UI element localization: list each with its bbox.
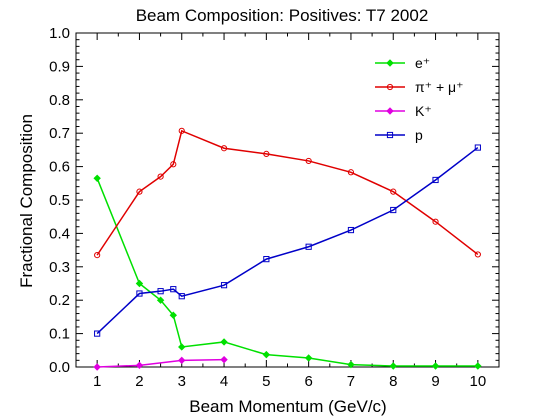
series-line	[96, 146, 479, 335]
data-point	[178, 127, 185, 134]
data-point	[474, 144, 481, 151]
data-point	[136, 290, 143, 297]
y-tick-label: 1.0	[49, 25, 70, 42]
x-tick-label: 9	[431, 373, 439, 390]
data-point	[93, 174, 101, 182]
legend-label: e⁺	[415, 55, 430, 71]
data-point	[170, 286, 177, 293]
data-point	[347, 360, 355, 369]
data-point	[304, 354, 313, 362]
series-group-2	[93, 355, 228, 371]
data-point	[94, 330, 101, 337]
data-point	[347, 169, 355, 176]
data-point	[305, 243, 312, 250]
data-point	[135, 361, 144, 370]
y-tick-label: 0.5	[49, 192, 70, 209]
series-group-0	[93, 174, 482, 370]
series-line	[97, 358, 225, 368]
series-line	[96, 129, 479, 256]
y-tick-label: 0.2	[49, 292, 70, 309]
data-point	[263, 256, 270, 263]
data-point	[432, 176, 439, 184]
y-tick-label: 0.9	[49, 58, 70, 75]
data-point	[347, 226, 355, 234]
x-tick-label: 6	[304, 373, 312, 390]
y-tick-label: 0.4	[49, 225, 70, 242]
x-axis-label: Beam Momentum (GeV/c)	[189, 397, 386, 416]
data-point	[474, 362, 482, 370]
data-point	[220, 338, 228, 346]
plot-area: 1 2 3 4 5 6 7 8 9 10 0.0 0.1 0.2 0.3 0.4 0.5 0.6 0.7 0.8 0.…	[49, 25, 500, 390]
data-point	[305, 157, 312, 165]
data-point	[432, 218, 439, 225]
y-tick-label: 0.3	[49, 259, 70, 276]
x-tick-label: 8	[389, 373, 397, 390]
data-point	[157, 288, 164, 295]
data-point	[263, 150, 270, 158]
data-point	[389, 362, 397, 370]
data-point	[390, 206, 397, 214]
data-point	[156, 296, 165, 304]
data-point	[220, 355, 228, 364]
data-point	[220, 282, 228, 289]
data-point	[135, 279, 144, 288]
series-line	[96, 178, 478, 367]
y-tick-label: 0.1	[49, 326, 70, 343]
x-tick-label: 1	[93, 373, 101, 390]
legend-label: p	[415, 127, 423, 143]
series-group-3	[94, 144, 481, 337]
data-point	[94, 252, 101, 259]
x-tick-label: 7	[347, 373, 355, 390]
data-point	[390, 188, 397, 195]
y-tick-label: 0.8	[49, 92, 70, 109]
data-point	[431, 362, 440, 370]
data-point	[157, 173, 164, 180]
chart-title: Beam Composition: Positives: T7 2002	[136, 6, 429, 25]
x-tick-label: 5	[262, 373, 270, 390]
data-point	[169, 311, 177, 319]
data-point	[93, 363, 101, 371]
legend: e⁺ π⁺ + μ⁺ K⁺ p	[375, 55, 463, 143]
data-point	[474, 251, 481, 258]
data-point	[178, 343, 186, 351]
legend-marker	[386, 131, 394, 139]
data-point	[170, 161, 177, 168]
y-tick-label: 0.0	[49, 359, 70, 376]
x-tick-label: 4	[220, 373, 228, 390]
series-group-1	[94, 127, 481, 259]
legend-marker	[386, 83, 394, 91]
y-tick-label: 0.6	[49, 159, 70, 176]
y-tick-label: 0.7	[49, 125, 70, 142]
x-tick-label: 10	[470, 373, 487, 390]
legend-marker	[386, 107, 394, 115]
x-tick-label: 3	[178, 373, 186, 390]
legend-marker	[386, 59, 394, 67]
legend-label: K⁺	[415, 103, 432, 119]
x-tick-label: 2	[135, 373, 143, 390]
data-point	[136, 188, 143, 195]
data-point	[220, 145, 228, 152]
data-point	[178, 293, 185, 300]
legend-label: π⁺ + μ⁺	[415, 79, 463, 95]
data-point	[262, 350, 271, 359]
data-point	[178, 356, 186, 365]
y-axis-label: Fractional Composition	[17, 114, 36, 288]
